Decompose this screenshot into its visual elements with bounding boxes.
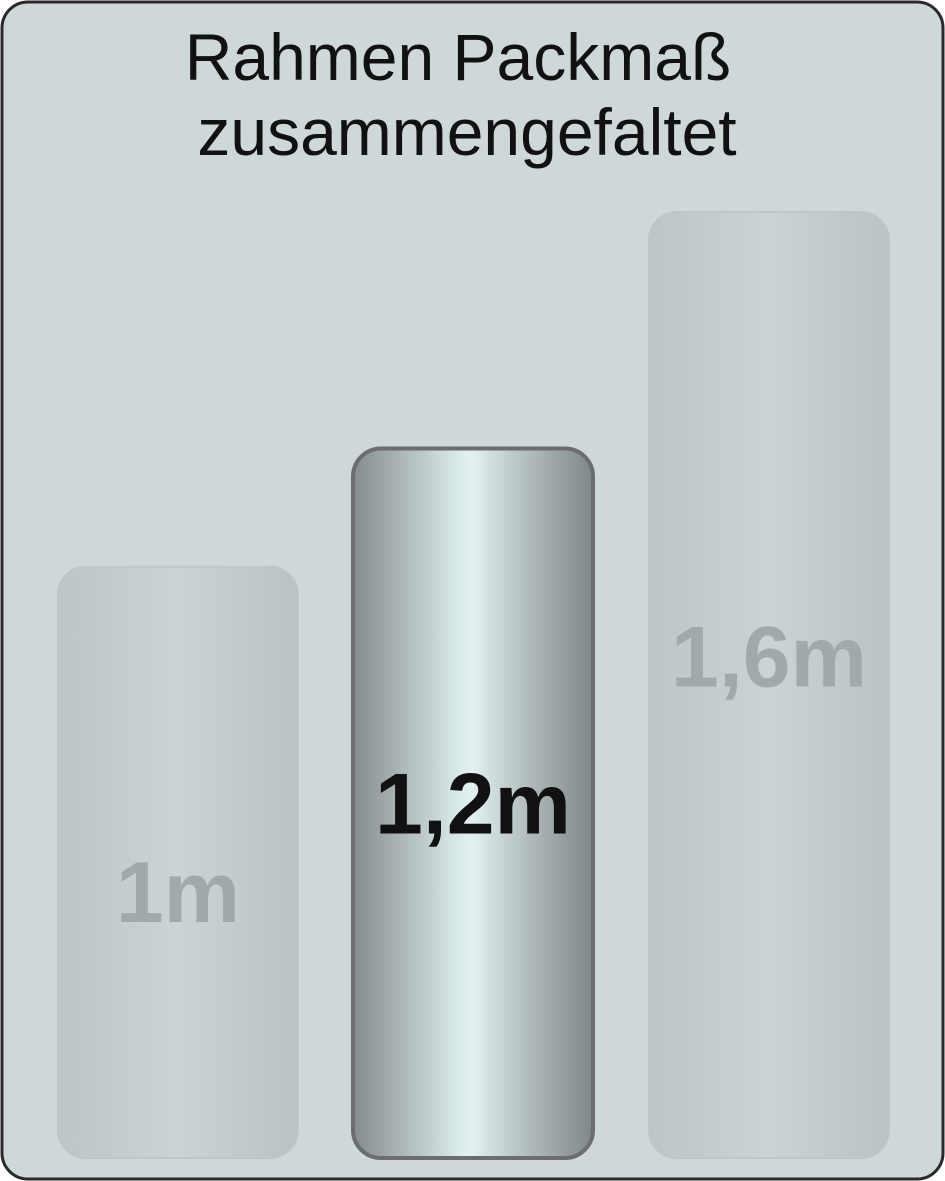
chart-title-line-1: Rahmen Packmaß [185,20,732,94]
bar-1-2m [351,446,595,1160]
bar-label: 1,6m [671,610,867,706]
chart-title-line-2: zusammengefaltet [197,95,736,169]
bar-1-6m [648,211,890,1159]
bar-1m [57,565,299,1159]
bar-label: 1m [116,845,240,941]
bar-label: 1,2m [375,756,571,852]
